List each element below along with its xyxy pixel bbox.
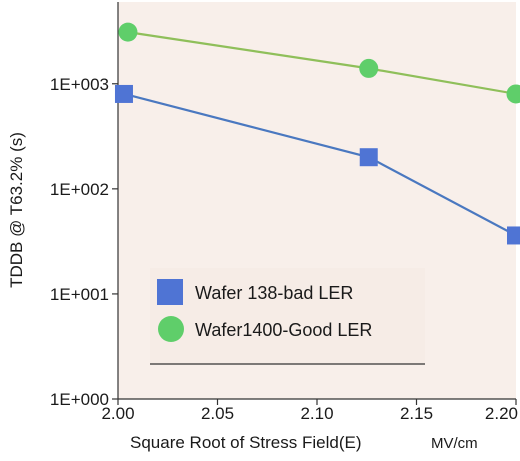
x-axis-unit: MV/cm bbox=[431, 435, 478, 452]
data-point-square bbox=[507, 226, 520, 245]
x-axis-ticks: 2.00 2.05 2.10 2.15 2.20 bbox=[101, 399, 518, 423]
data-point-circle bbox=[359, 58, 379, 78]
legend-label-wafer-138: Wafer 138-bad LER bbox=[195, 283, 353, 303]
data-point-square bbox=[359, 148, 378, 167]
data-point-circle bbox=[506, 84, 520, 104]
data-point-square bbox=[114, 84, 133, 103]
y-tick-label: 1E+001 bbox=[50, 285, 109, 304]
y-axis-ticks: 1E+000 1E+001 1E+002 1E+003 bbox=[50, 75, 118, 409]
series-points bbox=[114, 22, 520, 245]
x-tick-label: 2.15 bbox=[400, 404, 433, 423]
data-point-circle bbox=[118, 22, 138, 42]
x-tick-label: 2.00 bbox=[101, 404, 134, 423]
legend-marker-square bbox=[157, 279, 183, 305]
y-tick-label: 1E+003 bbox=[50, 75, 109, 94]
x-tick-label: 2.10 bbox=[300, 404, 333, 423]
legend-box bbox=[150, 268, 425, 364]
legend: Wafer 138-bad LER Wafer1400-Good LER bbox=[150, 268, 425, 365]
x-tick-label: 2.05 bbox=[201, 404, 234, 423]
y-tick-label: 1E+000 bbox=[50, 390, 109, 409]
legend-marker-circle bbox=[158, 316, 184, 342]
x-tick-label: 2.20 bbox=[485, 404, 518, 423]
y-tick-label: 1E+002 bbox=[50, 180, 109, 199]
legend-label-wafer-1400: Wafer1400-Good LER bbox=[195, 320, 372, 340]
x-axis-title: Square Root of Stress Field(E) bbox=[130, 433, 361, 452]
y-axis-title: TDDB @ T63.2% (s) bbox=[7, 132, 26, 288]
